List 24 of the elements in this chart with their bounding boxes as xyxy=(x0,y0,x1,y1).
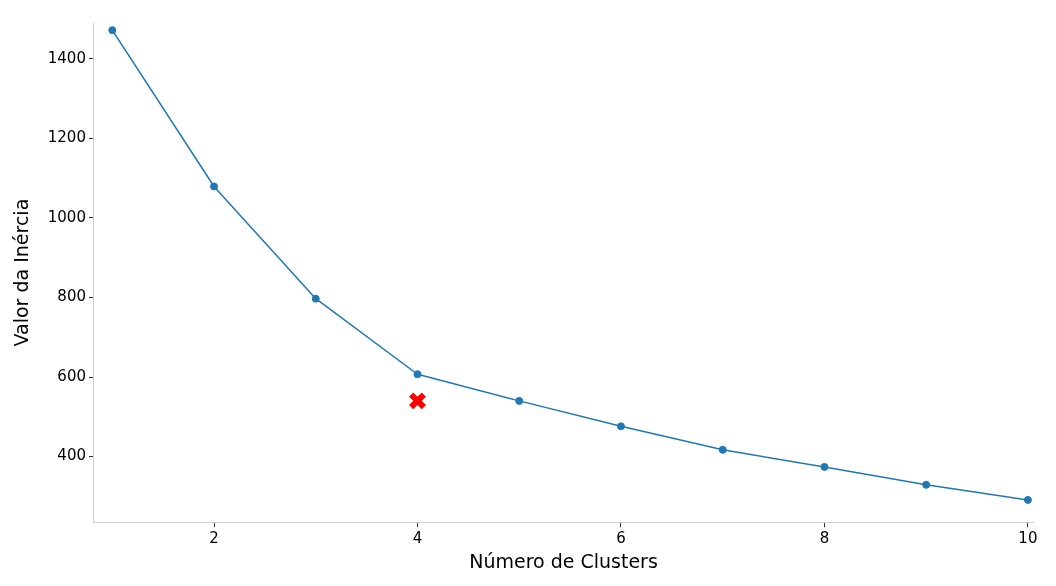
point xyxy=(108,26,117,35)
point xyxy=(616,422,625,431)
y-tick-label: 1400 xyxy=(47,48,86,67)
x-tick-label: 6 xyxy=(616,529,626,548)
point xyxy=(408,391,427,411)
y-tick-label: 800 xyxy=(57,287,86,306)
x-tick-label: 10 xyxy=(1018,529,1038,548)
point xyxy=(922,480,931,489)
y-tick-label: 1200 xyxy=(47,128,86,147)
point xyxy=(820,462,829,471)
x-tick-label: 4 xyxy=(412,529,423,548)
x-axis-title: Número de Clusters xyxy=(469,549,658,572)
y-tick-label: 1000 xyxy=(47,207,86,226)
y-axis-title: Valor da Inércia xyxy=(10,198,33,347)
x-tick-label: 8 xyxy=(819,529,830,548)
x-tick-label: 2 xyxy=(209,529,219,548)
point xyxy=(210,182,219,191)
y-tick-label: 400 xyxy=(57,446,86,465)
point xyxy=(718,445,727,454)
point xyxy=(1023,495,1032,504)
y-tick-label: 600 xyxy=(57,366,86,385)
point xyxy=(413,370,422,379)
point xyxy=(515,396,524,405)
point xyxy=(311,294,320,303)
